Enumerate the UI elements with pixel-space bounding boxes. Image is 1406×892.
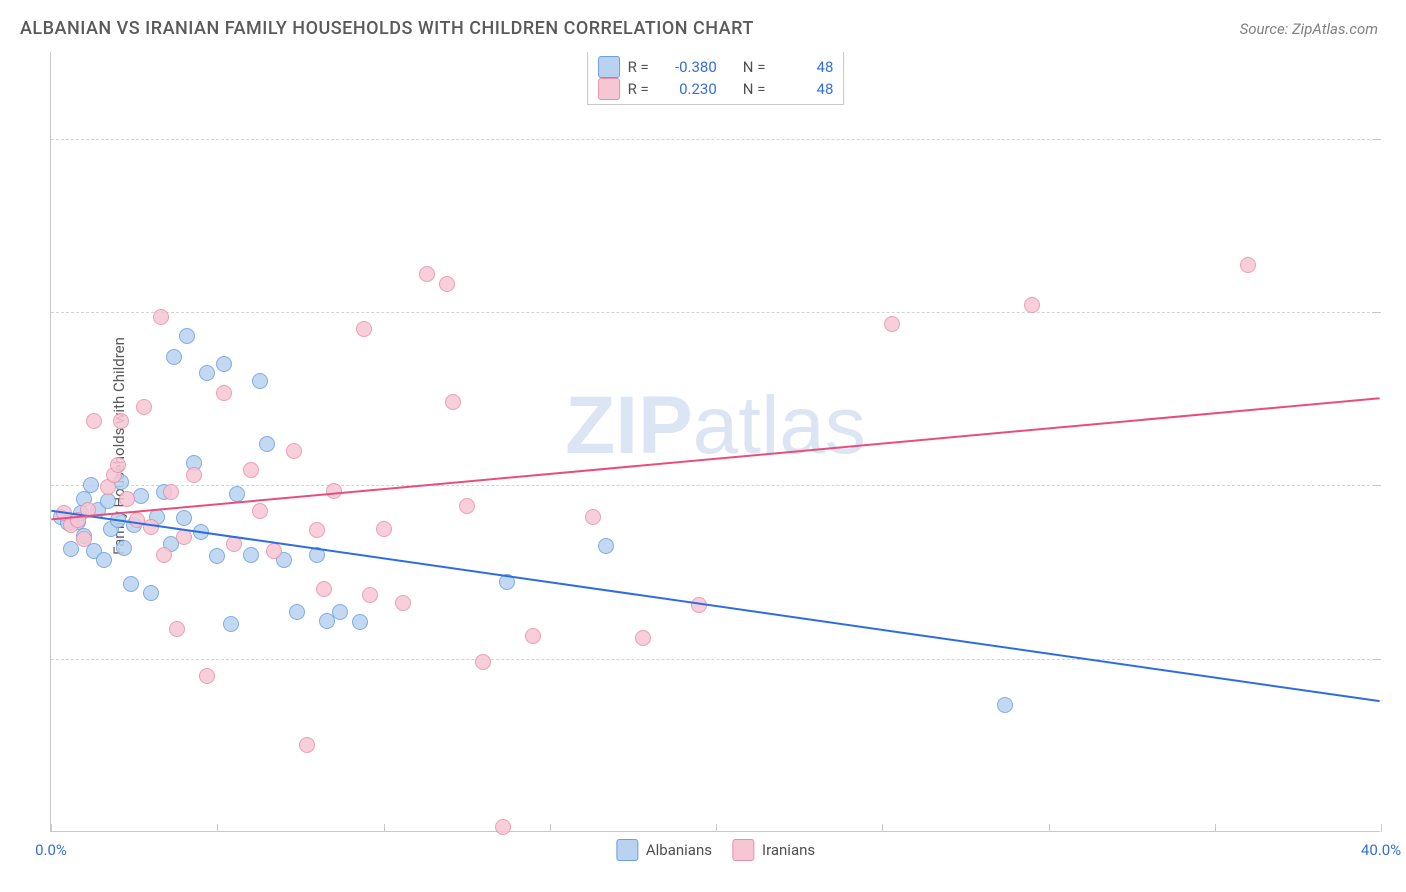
legend-n-label: N = — [743, 78, 766, 100]
series-legend-label: Albanians — [646, 841, 712, 859]
plot-area: ZIPatlas R =-0.380N =48R = 0.230N =48 Al… — [50, 52, 1380, 832]
series-legend-item: Albanians — [616, 839, 712, 861]
legend-r-value: -0.380 — [657, 56, 717, 78]
trend-lines-layer — [51, 52, 1380, 831]
correlation-legend: R = -0.380 N = 48 R = 0.230 N = 48 — [587, 52, 845, 105]
trend-line — [51, 398, 1379, 519]
x-tick-label: 0.0% — [35, 841, 67, 859]
trend-line — [51, 511, 1379, 701]
source-prefix: Source: — [1240, 20, 1292, 38]
legend-n-value: 48 — [773, 78, 833, 100]
legend-r-label: R = — [628, 56, 649, 78]
legend-row: R = 0.230 N = 48 — [598, 78, 834, 100]
legend-r-label: R = — [628, 78, 649, 100]
series-legend-item: Iranians — [732, 839, 815, 861]
source-name: ZipAtlas.com — [1292, 20, 1378, 38]
legend-swatch — [598, 78, 620, 100]
legend-swatch — [732, 839, 754, 861]
x-tick — [1381, 824, 1382, 832]
series-legend: Albanians Iranians — [616, 839, 815, 861]
legend-row: R = -0.380 N = 48 — [598, 56, 834, 78]
source-attribution: Source: ZipAtlas.com — [1240, 20, 1378, 38]
legend-swatch — [598, 56, 620, 78]
chart-title: ALBANIAN VS IRANIAN FAMILY HOUSEHOLDS WI… — [20, 18, 754, 39]
legend-swatch — [616, 839, 638, 861]
legend-n-label: N = — [743, 56, 766, 78]
chart-container: ALBANIAN VS IRANIAN FAMILY HOUSEHOLDS WI… — [0, 0, 1406, 892]
legend-n-value: 48 — [773, 56, 833, 78]
series-legend-label: Iranians — [762, 841, 815, 859]
x-tick-label: 40.0% — [1361, 841, 1401, 859]
legend-r-value: 0.230 — [657, 78, 717, 100]
